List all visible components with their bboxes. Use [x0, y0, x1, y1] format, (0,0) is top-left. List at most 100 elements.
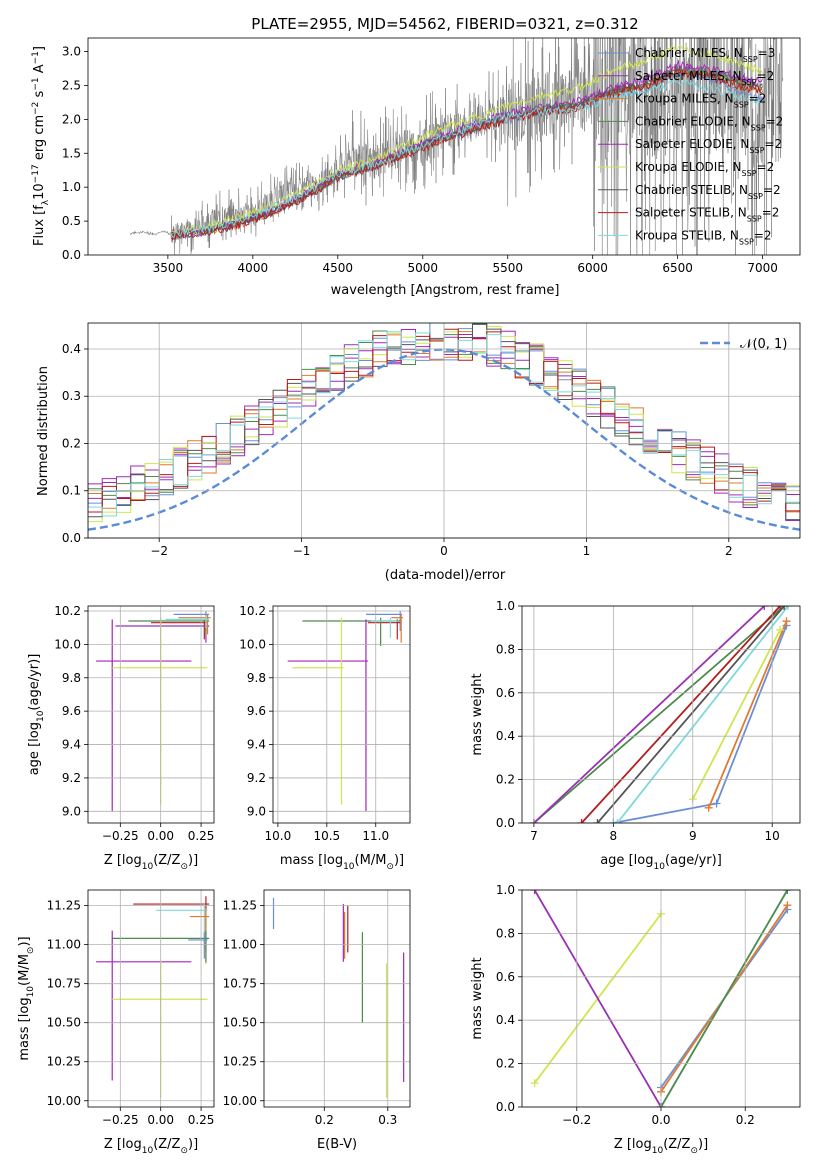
- panel-massweight-vs-age: 7 8 9 10 0.0 0.2 0.4 0.6 0.8 1.0 age [log10(age/yr…: [470, 599, 801, 872]
- y-tick-label: 9.6: [247, 704, 266, 718]
- x-tick-label: 10: [765, 829, 780, 843]
- model-spectrum-line: [170, 68, 763, 241]
- x-tick-label: 9: [689, 829, 697, 843]
- legend-label: Kroupa ELODIE, NSSP=2: [635, 160, 774, 178]
- panel-mass-vs-ebv: 0.2 0.3 10.00 10.25 10.50 10.75 11.00 11.25 E(B-…: [223, 889, 411, 1152]
- y-tick-label: 10.75: [223, 977, 257, 991]
- axes-frame: [521, 605, 801, 824]
- y-axis-label: age [log10(age/yr)]: [27, 654, 46, 776]
- y-tick-label: 0.0: [62, 531, 81, 545]
- x-tick-label: 4500: [323, 261, 354, 275]
- y-tick-label: 1.5: [62, 146, 81, 160]
- mass-weight-marker: [780, 606, 789, 610]
- y-tick-label: 0.8: [496, 642, 515, 656]
- y-tick-label: 3.0: [62, 45, 81, 59]
- mass-weight-marker: [712, 799, 721, 808]
- axes-frame: [87, 37, 801, 256]
- axes-frame: [272, 605, 411, 824]
- mass-weight-marker: [782, 617, 791, 626]
- y-tick-label: 10.0: [54, 637, 81, 651]
- x-tick-label: −0.25: [102, 829, 139, 843]
- y-tick-label: 0.6: [496, 686, 515, 700]
- y-tick-label: 0.0: [496, 1100, 515, 1114]
- y-tick-label: 11.00: [47, 938, 81, 952]
- figure-title: PLATE=2955, MJD=54562, FIBERID=0321, z=0…: [251, 15, 638, 33]
- y-tick-label: 0.0: [496, 816, 515, 830]
- y-tick-label: 9.8: [62, 671, 81, 685]
- x-tick-label: 0.3: [378, 1113, 397, 1127]
- mass-weight-line: [660, 890, 789, 1107]
- plot-area: [530, 890, 792, 1107]
- x-tick-label: 7: [530, 829, 538, 843]
- y-tick-label: 10.75: [47, 977, 81, 991]
- x-tick-label: 6500: [662, 261, 693, 275]
- legend-label: 𝒩(0, 1): [740, 337, 787, 352]
- y-tick-label: 11.25: [47, 899, 81, 913]
- y-tick-label: 11.00: [223, 938, 257, 952]
- y-tick-label: 10.0: [239, 637, 266, 651]
- panel-age-vs-mass: 10.0 10.5 11.0 9.0 9.2 9.4 9.6 9.8 10.0 10.2 mass …: [239, 604, 411, 872]
- y-tick-label: 9.4: [247, 738, 266, 752]
- x-tick-label: 0: [440, 544, 448, 558]
- legend-label: Salpeter MILES, NSSP=2: [635, 69, 774, 87]
- mass-weight-marker: [704, 803, 713, 812]
- axes-frame: [263, 889, 411, 1108]
- y-tick-label: 0.0: [62, 248, 81, 262]
- y-tick-label: 0.8: [496, 926, 515, 940]
- x-axis-label: Z [log10(Z/Z⊙)]: [614, 1137, 708, 1156]
- x-tick-label: 0.2: [315, 1113, 334, 1127]
- plot-area: [96, 896, 210, 1098]
- y-tick-label: 11.25: [223, 899, 257, 913]
- x-axis-label: Z [log10(Z/Z⊙)]: [104, 1137, 198, 1156]
- y-axis-label: Normed distribution: [36, 366, 51, 496]
- y-tick-label: 10.00: [223, 1094, 257, 1108]
- x-tick-label: 5000: [407, 261, 438, 275]
- mass-weight-line: [616, 606, 789, 823]
- mass-weight-line: [692, 629, 781, 800]
- x-tick-label: −1: [293, 544, 311, 558]
- y-tick-label: 9.2: [247, 771, 266, 785]
- x-tick-label: 5500: [492, 261, 523, 275]
- model-spectrum-line: [171, 79, 763, 239]
- legend-label: Kroupa MILES, NSSP=2: [635, 92, 766, 110]
- legend-label: Salpeter ELODIE, NSSP=2: [635, 137, 782, 155]
- y-tick-label: 2.5: [62, 78, 81, 92]
- y-tick-label: 1.0: [496, 883, 515, 897]
- legend-label: Salpeter STELIB, NSSP=2: [635, 206, 779, 224]
- y-tick-label: 0.1: [62, 484, 81, 498]
- mass-weight-line: [533, 890, 662, 1107]
- y-tick-label: 10.2: [54, 604, 81, 618]
- mass-weight-line: [707, 620, 788, 809]
- mass-weight-marker: [783, 890, 792, 894]
- y-tick-label: 2.0: [62, 112, 81, 126]
- mass-weight-marker: [776, 606, 785, 610]
- x-tick-label: 0.2: [736, 1113, 755, 1127]
- x-tick-label: 7000: [747, 261, 778, 275]
- axes-frame: [87, 322, 801, 539]
- x-axis-label: age [log10(age/yr)]: [600, 853, 722, 872]
- x-tick-label: 4000: [238, 261, 269, 275]
- y-tick-label: 9.4: [62, 738, 81, 752]
- x-tick-label: 8: [610, 829, 618, 843]
- mass-weight-marker: [760, 606, 769, 610]
- x-tick-label: 0.00: [147, 829, 174, 843]
- mass-weight-marker: [530, 1079, 539, 1088]
- y-tick-label: 10.00: [47, 1094, 81, 1108]
- y-tick-label: 1.0: [496, 599, 515, 613]
- x-tick-label: 0.25: [188, 829, 215, 843]
- y-tick-label: 10.25: [223, 1055, 257, 1069]
- mass-weight-line: [533, 606, 785, 823]
- x-tick-label: 1: [583, 544, 591, 558]
- mass-weight-marker: [783, 901, 792, 910]
- mass-weight-marker: [613, 819, 622, 823]
- y-tick-label: 0.2: [496, 1057, 515, 1071]
- x-tick-label: −0.2: [562, 1113, 591, 1127]
- mass-weight-marker: [776, 625, 785, 634]
- x-axis-label: wavelength [Angstrom, rest frame]: [331, 283, 560, 298]
- mass-weight-marker: [530, 890, 539, 894]
- y-tick-label: 10.25: [47, 1055, 81, 1069]
- y-tick-label: 1.0: [62, 180, 81, 194]
- y-tick-label: 0.2: [496, 773, 515, 787]
- x-tick-label: 2: [725, 544, 733, 558]
